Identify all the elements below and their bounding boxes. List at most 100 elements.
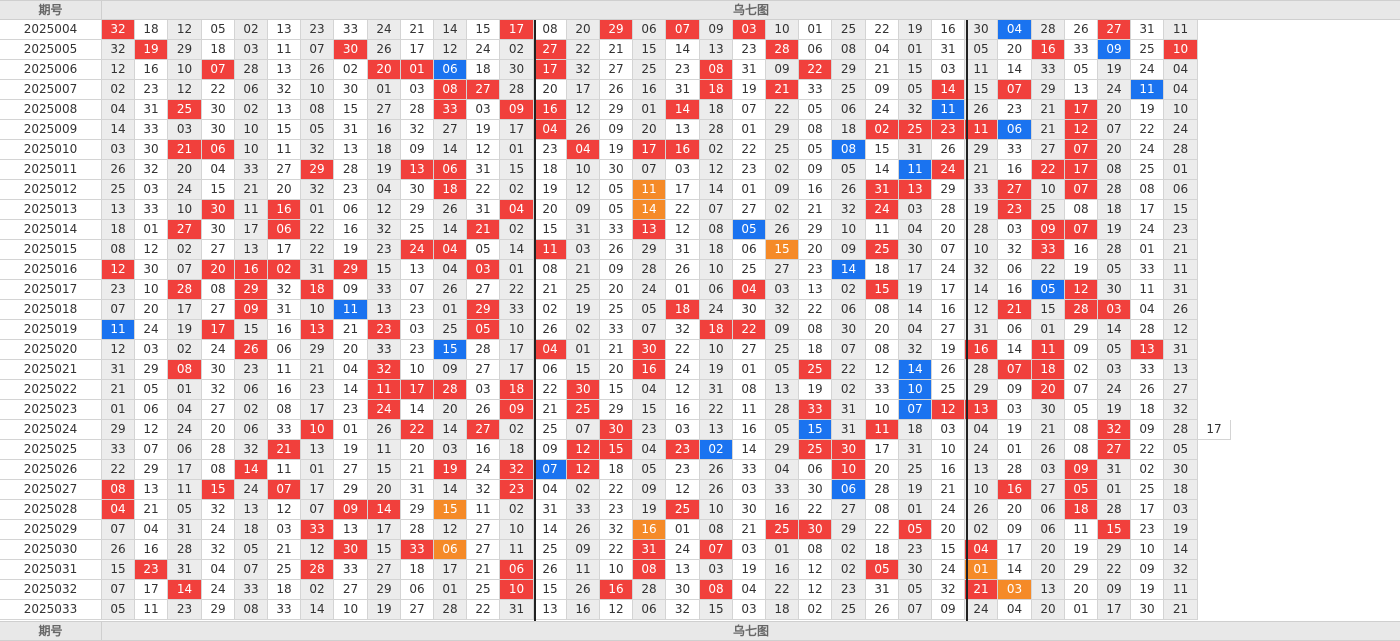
highlighted-number-cell: 18: [301, 280, 334, 300]
number-cell: 14: [102, 120, 135, 140]
number-cell: 23: [334, 400, 368, 420]
highlighted-number-cell: 11: [1131, 80, 1164, 100]
highlighted-number-cell: 32: [368, 360, 401, 380]
number-cell: 19: [1164, 520, 1198, 540]
number-cell: 30: [965, 20, 998, 40]
number-cell: 25: [766, 340, 799, 360]
number-cell: 31: [467, 160, 500, 180]
number-cell: 10: [301, 300, 334, 320]
number-cell: 02: [766, 200, 799, 220]
number-cell: 19: [1065, 260, 1098, 280]
number-cell: 29: [600, 400, 633, 420]
highlighted-number-cell: 12: [567, 460, 600, 480]
highlighted-number-cell: 18: [434, 180, 467, 200]
highlighted-number-cell: 14: [832, 260, 866, 280]
number-cell: 12: [666, 380, 700, 400]
number-cell: 01: [733, 120, 766, 140]
table-row: 2025029 07 04 31 24 18 03 33 13 17 28 12 27 10 14 26 32 1…: [0, 520, 1400, 540]
number-cell: 13: [102, 200, 135, 220]
highlighted-number-cell: 09: [500, 100, 534, 120]
number-cell: 20: [633, 120, 666, 140]
number-cell: 33: [998, 140, 1032, 160]
number-cell: 01: [733, 360, 766, 380]
number-cell: 05: [633, 460, 666, 480]
number-cell: 22: [1131, 440, 1164, 460]
highlighted-number-cell: 27: [168, 220, 202, 240]
highlighted-number-cell: 17: [202, 320, 235, 340]
highlighted-number-cell: 10: [1164, 40, 1198, 60]
number-cell: 31: [1131, 20, 1164, 40]
number-cell: 18: [102, 220, 135, 240]
table-row: 2025023 01 06 04 27 02 08 17 23 24 14 20 26 09 21 25 29 1…: [0, 400, 1400, 420]
number-cell: 18: [202, 40, 235, 60]
number-cell: 21: [102, 380, 135, 400]
number-cell: 27: [600, 60, 633, 80]
number-cell: 32: [268, 280, 301, 300]
number-cell: 04: [202, 160, 235, 180]
number-cell: 05: [1098, 260, 1131, 280]
number-cell: 28: [434, 600, 467, 620]
number-cell: 31: [168, 520, 202, 540]
number-cell: 30: [799, 480, 832, 500]
highlighted-number-cell: 14: [932, 80, 965, 100]
number-cell: 10: [932, 440, 965, 460]
highlighted-number-cell: 15: [799, 420, 832, 440]
highlighted-number-cell: 10: [899, 380, 932, 400]
table-row: 2025007 02 23 12 22 06 32 10 30 01 03 08 27 28 20 17 26 1…: [0, 80, 1400, 100]
number-cell: 33: [600, 320, 633, 340]
number-cell: 13: [1065, 80, 1098, 100]
number-cell: 01: [1164, 160, 1198, 180]
number-cell: 06: [235, 80, 268, 100]
number-cell: 24: [467, 40, 500, 60]
number-cell: 10: [235, 140, 268, 160]
number-cell: 22: [666, 200, 700, 220]
number-cell: 23: [633, 420, 666, 440]
number-cell: 31: [700, 380, 733, 400]
number-cell: 18: [600, 460, 633, 480]
table-row: 2025022 21 05 01 32 06 16 23 14 11 17 28 03 18 22 30 15 0…: [0, 380, 1400, 400]
number-cell: 27: [268, 160, 301, 180]
number-cell: 03: [666, 420, 700, 440]
number-cell: 11: [500, 540, 534, 560]
number-cell: 22: [534, 380, 567, 400]
highlighted-number-cell: 16: [235, 260, 268, 280]
number-cell: 17: [168, 300, 202, 320]
number-cell: 17: [301, 480, 334, 500]
number-cell: 25: [434, 320, 467, 340]
number-cell: 09: [766, 320, 799, 340]
number-cell: 24: [666, 360, 700, 380]
highlighted-number-cell: 11: [102, 320, 135, 340]
number-cell: 20: [600, 360, 633, 380]
number-cell: 01: [899, 40, 932, 60]
highlighted-number-cell: 17: [633, 140, 666, 160]
number-cell: 13: [268, 20, 301, 40]
number-cell: 11: [268, 460, 301, 480]
number-cell: 06: [334, 200, 368, 220]
number-cell: 14: [899, 300, 932, 320]
number-cell: 03: [567, 240, 600, 260]
number-cell: 29: [766, 120, 799, 140]
highlighted-number-cell: 32: [102, 20, 135, 40]
number-cell: 04: [633, 440, 666, 460]
highlighted-number-cell: 05: [733, 220, 766, 240]
number-cell: 12: [866, 360, 899, 380]
number-cell: 32: [135, 160, 168, 180]
period-cell: 2025024: [0, 420, 102, 440]
number-cell: 14: [700, 180, 733, 200]
number-cell: 02: [235, 400, 268, 420]
number-cell: 26: [102, 540, 135, 560]
number-cell: 14: [1098, 320, 1131, 340]
number-cell: 16: [932, 460, 965, 480]
number-cell: 15: [500, 160, 534, 180]
number-cell: 08: [534, 20, 567, 40]
highlighted-number-cell: 08: [168, 360, 202, 380]
number-cell: 02: [500, 220, 534, 240]
number-cell: 27: [733, 200, 766, 220]
highlighted-number-cell: 22: [733, 320, 766, 340]
number-cell: 28: [1164, 140, 1198, 160]
number-cell: 11: [733, 400, 766, 420]
highlighted-number-cell: 16: [534, 100, 567, 120]
period-cell: 2025032: [0, 580, 102, 600]
number-cell: 27: [401, 600, 434, 620]
number-cell: 31: [866, 580, 899, 600]
